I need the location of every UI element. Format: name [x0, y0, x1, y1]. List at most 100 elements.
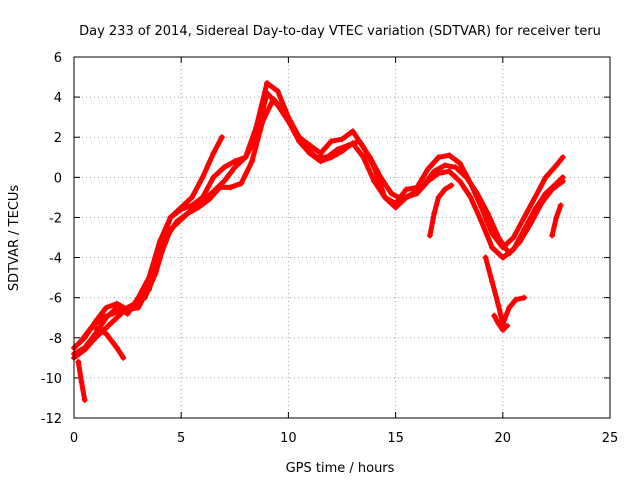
data-point-marker: [452, 164, 459, 171]
data-point-marker: [131, 302, 138, 309]
data-point-marker: [521, 214, 528, 221]
data-point-marker: [349, 128, 356, 135]
data-point-marker: [124, 310, 131, 317]
data-point-marker: [512, 296, 519, 303]
y-tick-label: 6: [54, 51, 62, 66]
data-point-marker: [141, 294, 148, 301]
data-point-marker: [184, 210, 191, 217]
data-point-marker: [549, 186, 556, 193]
y-tick-label: -8: [49, 332, 62, 347]
data-point-marker: [448, 182, 455, 189]
data-point-marker: [510, 234, 517, 241]
x-tick-label: 15: [387, 431, 404, 446]
series-arc-h: [483, 255, 527, 327]
data-point-marker: [167, 214, 174, 221]
data-point-marker: [152, 270, 159, 277]
data-point-marker: [377, 174, 384, 181]
data-point-marker: [489, 244, 496, 251]
y-tick-label: -4: [49, 252, 62, 267]
data-point-marker: [557, 202, 564, 209]
data-point-marker: [218, 134, 225, 141]
data-point-marker: [467, 194, 474, 201]
data-point-marker: [516, 238, 523, 245]
data-point-marker: [495, 320, 502, 327]
data-point-marker: [78, 378, 85, 385]
data-point-marker: [199, 174, 206, 181]
data-point-marker: [506, 250, 513, 257]
data-point-marker: [420, 182, 427, 189]
data-point-marker: [478, 218, 485, 225]
data-point-marker: [456, 178, 463, 185]
y-tick-label: 4: [54, 91, 62, 106]
data-point-marker: [231, 164, 238, 171]
data-point-marker: [103, 324, 110, 331]
data-point-marker: [366, 154, 373, 161]
data-point-marker: [435, 154, 442, 161]
data-point-marker: [210, 174, 217, 181]
data-point-marker: [248, 158, 255, 165]
y-axis-label: SDTVAR / TECUs: [7, 185, 22, 292]
data-point-marker: [281, 108, 288, 115]
data-point-marker: [392, 204, 399, 211]
data-point-marker: [135, 304, 142, 311]
data-point-marker: [156, 238, 163, 245]
data-point-marker: [227, 184, 234, 191]
series-arc-a: [71, 134, 225, 351]
data-point-marker: [113, 314, 120, 321]
data-point-marker: [356, 138, 363, 145]
series-arc-j: [549, 202, 564, 238]
y-tick-label: -12: [41, 412, 62, 427]
data-point-marker: [446, 168, 453, 175]
data-point-marker: [216, 184, 223, 191]
data-point-marker: [270, 96, 277, 103]
data-point-marker: [306, 142, 313, 149]
data-point-marker: [409, 190, 416, 197]
chart-title: Day 233 of 2014, Sidereal Day-to-day VTE…: [79, 24, 601, 39]
data-point-marker: [559, 178, 566, 185]
data-point-marker: [221, 164, 228, 171]
data-point-marker: [231, 158, 238, 165]
data-point-marker: [403, 186, 410, 193]
y-tick-label: -10: [41, 372, 62, 387]
y-tick-label: 2: [54, 131, 62, 146]
data-point-marker: [92, 334, 99, 341]
data-point-marker: [489, 278, 496, 285]
data-point-marker: [238, 180, 245, 187]
data-point-marker: [120, 354, 127, 361]
data-point-marker: [527, 220, 534, 227]
data-point-marker: [259, 118, 266, 125]
data-point-marker: [495, 234, 502, 241]
data-point-marker: [549, 232, 556, 239]
data-point-marker: [75, 358, 82, 365]
data-point-marker: [371, 178, 378, 185]
data-point-marker: [499, 254, 506, 261]
data-point-marker: [484, 210, 491, 217]
plot-frame: [73, 56, 611, 419]
data-point-marker: [263, 90, 270, 97]
data-point-marker: [491, 312, 498, 319]
data-point-marker: [499, 326, 506, 333]
data-traces: [71, 80, 566, 403]
data-point-marker: [103, 304, 110, 311]
data-point-marker: [456, 160, 463, 167]
data-point-marker: [381, 194, 388, 201]
y-tick-label: -6: [49, 292, 62, 307]
data-point-marker: [435, 194, 442, 201]
data-point-marker: [81, 396, 88, 403]
data-point-marker: [221, 178, 228, 185]
data-point-marker: [424, 166, 431, 173]
data-point-marker: [92, 324, 99, 331]
data-point-marker: [274, 88, 281, 95]
data-point-marker: [339, 136, 345, 143]
y-tick-label: 0: [54, 171, 62, 186]
series-arc-d: [77, 96, 566, 345]
data-point-marker: [426, 232, 433, 239]
data-point-marker: [441, 162, 448, 169]
data-point-marker: [103, 330, 110, 337]
data-point-marker: [81, 346, 88, 353]
data-point-marker: [474, 190, 481, 197]
data-point-marker: [542, 174, 549, 181]
data-point-marker: [441, 186, 448, 193]
